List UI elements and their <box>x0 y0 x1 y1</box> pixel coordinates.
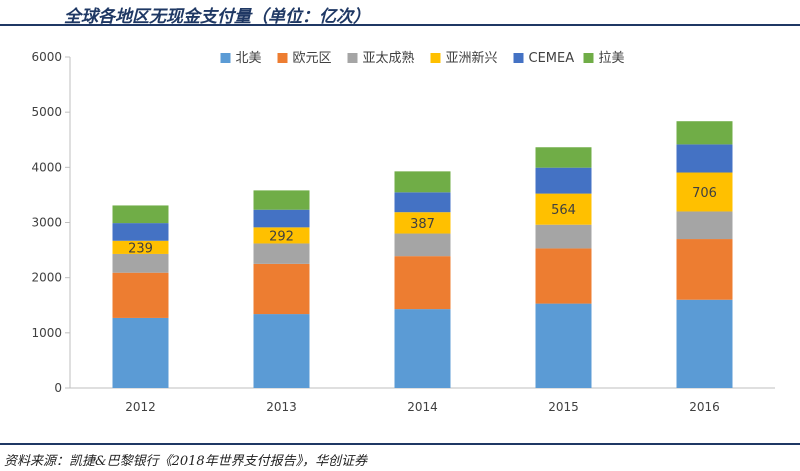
bar-segment <box>253 243 310 264</box>
x-tick-label: 2016 <box>689 400 720 414</box>
bar-segment <box>394 309 451 388</box>
data-label: 564 <box>551 203 576 218</box>
data-label: 239 <box>128 241 153 256</box>
y-tick-label: 6000 <box>31 50 62 64</box>
bar-segment <box>253 263 310 315</box>
bar-segment <box>394 256 451 310</box>
y-tick-label: 0 <box>54 381 62 395</box>
bar-segment <box>112 253 169 273</box>
source-divider <box>0 443 800 445</box>
legend-swatch <box>220 53 231 63</box>
y-tick-label: 5000 <box>31 105 62 119</box>
legend-swatch <box>583 53 594 63</box>
legend-label: 北美 <box>236 51 262 66</box>
bar-segment <box>535 224 592 249</box>
bar-segment <box>676 299 733 388</box>
bar-segment <box>676 211 733 240</box>
bar-segment <box>676 121 733 145</box>
bar-segment <box>112 205 169 224</box>
bar-segment <box>112 240 169 254</box>
bar-segment <box>676 144 733 173</box>
bar-segment <box>253 209 310 228</box>
bar-segment <box>535 147 592 168</box>
legend-label: 拉美 <box>599 51 625 66</box>
x-tick-label: 2015 <box>548 400 579 414</box>
legend-swatch <box>277 53 288 63</box>
legend-label: 亚洲新兴 <box>446 50 498 66</box>
bar-segment <box>112 223 169 241</box>
y-tick-label: 2000 <box>31 271 62 285</box>
stacked-bar-chart: 0 1000 2000 3000 4000 5000 6000 239 2012 292 2013 3… <box>31 50 775 414</box>
chart-title: 全球各地区无现金支付量（单位：亿次） <box>64 7 370 27</box>
data-source-note: 资料来源：凯捷&巴黎银行《2018年世界支付报告》，华创证券 <box>4 454 368 469</box>
x-tick-label: 2014 <box>407 400 438 414</box>
bar-segment <box>253 227 310 244</box>
title-divider <box>0 24 800 26</box>
bar-segment <box>253 314 310 388</box>
bar-segment <box>112 317 169 388</box>
x-tick-label: 2013 <box>266 400 297 414</box>
y-tick-label: 3000 <box>31 216 62 230</box>
bar-segment <box>394 171 451 193</box>
bar-segment <box>535 248 592 304</box>
legend-swatch <box>430 53 441 63</box>
y-tick-label: 1000 <box>31 326 62 340</box>
bar-segment <box>676 239 733 300</box>
bar-segment <box>253 190 310 210</box>
bar-segment <box>676 172 733 212</box>
bar-segment <box>394 212 451 234</box>
y-tick-label: 4000 <box>31 160 62 174</box>
bar-segment <box>112 272 169 318</box>
bar-segment <box>535 193 592 225</box>
legend-swatch <box>513 53 524 63</box>
bar-segment <box>535 167 592 194</box>
legend-label: 欧元区 <box>293 51 332 66</box>
data-label: 706 <box>692 186 717 201</box>
data-label: 387 <box>410 217 435 232</box>
legend-swatch <box>347 53 358 63</box>
bar-segment <box>394 233 451 257</box>
x-tick-label: 2012 <box>125 400 156 414</box>
legend-label: CEMEA <box>529 51 575 66</box>
legend-label: 亚太成熟 <box>363 50 415 66</box>
bar-segment <box>535 303 592 388</box>
bar-segment <box>394 192 451 213</box>
data-label: 292 <box>269 229 294 244</box>
